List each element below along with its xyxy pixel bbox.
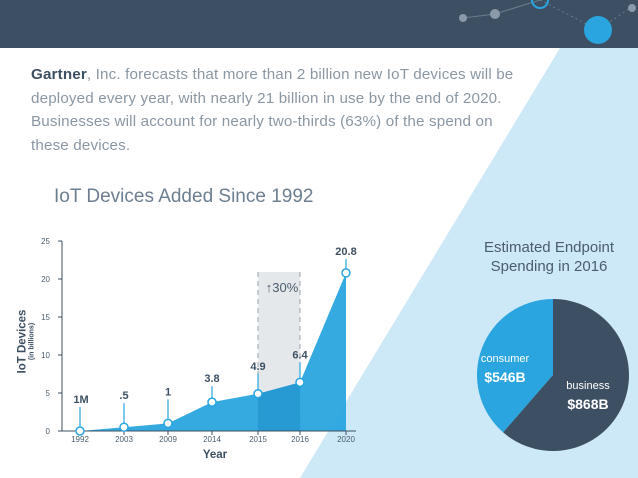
pie-value-consumer: $546B bbox=[484, 369, 525, 385]
data-label: .5 bbox=[119, 390, 128, 402]
y-tick-label: 10 bbox=[41, 351, 50, 360]
data-point bbox=[75, 426, 85, 436]
header-bar bbox=[0, 0, 638, 48]
data-label: 1 bbox=[165, 386, 171, 398]
pie-label-consumer: consumer bbox=[481, 353, 530, 365]
data-point bbox=[253, 389, 263, 399]
x-tick-label: 2020 bbox=[337, 435, 355, 444]
y-tick-label: 20 bbox=[41, 275, 50, 284]
annotation-label: ↑30% bbox=[266, 280, 299, 295]
pie-label-business: business bbox=[566, 380, 610, 392]
x-tick-label: 2014 bbox=[203, 435, 221, 444]
data-point bbox=[207, 397, 217, 407]
x-tick-label: 2009 bbox=[159, 435, 177, 444]
y-tick-label: 25 bbox=[41, 237, 50, 246]
annotation-area-highlight bbox=[258, 382, 300, 431]
data-label: 3.8 bbox=[204, 373, 219, 385]
pie-slice-consumer bbox=[477, 299, 553, 433]
data-label: 20.8 bbox=[335, 246, 356, 258]
pie-value-business: $868B bbox=[567, 396, 608, 412]
data-point bbox=[341, 268, 351, 278]
intro-paragraph: Gartner, Inc. forecasts that more than 2… bbox=[31, 63, 521, 157]
y-tick-label: 0 bbox=[46, 427, 51, 436]
data-label: 1M bbox=[73, 394, 88, 406]
data-point bbox=[163, 418, 173, 429]
data-point bbox=[295, 377, 305, 388]
y-tick-label: 5 bbox=[46, 389, 51, 398]
data-point bbox=[119, 422, 129, 432]
x-axis-label: Year bbox=[202, 449, 228, 461]
intro-text: , Inc. forecasts that more than 2 billio… bbox=[31, 66, 514, 154]
pie-slice-business bbox=[503, 299, 629, 452]
network-decoration-icon bbox=[459, 0, 636, 44]
data-label: 6.4 bbox=[292, 349, 308, 361]
data-label: 4.9 bbox=[250, 361, 265, 373]
x-tick-label: 1992 bbox=[71, 435, 89, 444]
pie-title: Estimated Endpoint Spending in 2016 bbox=[483, 239, 615, 275]
x-tick-label: 2015 bbox=[249, 435, 267, 444]
brand-name: Gartner bbox=[31, 66, 87, 83]
chart-title: IoT Devices Added Since 1992 bbox=[54, 186, 314, 207]
x-tick-label: 2003 bbox=[115, 435, 133, 444]
x-tick-label: 2016 bbox=[291, 435, 309, 444]
y-tick-label: 15 bbox=[41, 313, 50, 322]
